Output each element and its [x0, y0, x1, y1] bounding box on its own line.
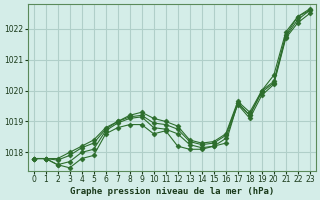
X-axis label: Graphe pression niveau de la mer (hPa): Graphe pression niveau de la mer (hPa): [69, 187, 274, 196]
